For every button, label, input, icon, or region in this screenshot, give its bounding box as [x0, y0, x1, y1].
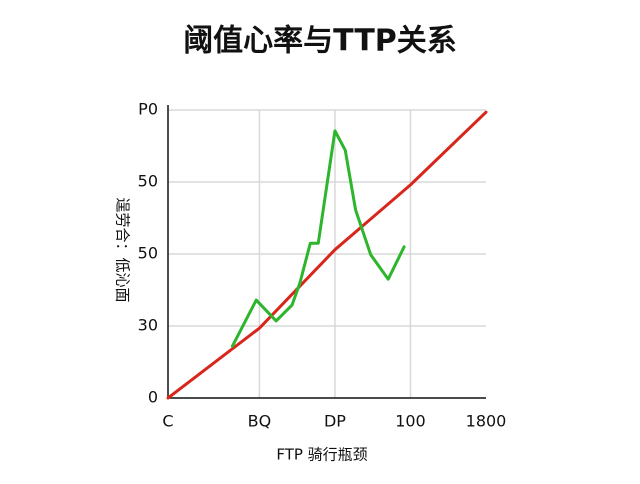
y-tick-label: P0	[138, 100, 158, 119]
y-tick-label: 50	[138, 244, 158, 263]
data-line	[230, 129, 406, 348]
x-tick-label: DP	[324, 412, 346, 431]
x-axis-label: FTP 骑行瓶颈	[276, 446, 367, 464]
x-tick-label: 1800	[466, 412, 507, 431]
y-tick-label: 0	[148, 388, 158, 407]
y-tick-label: 50	[138, 172, 158, 191]
y-tick-label: 30	[138, 316, 158, 335]
data-line	[166, 110, 488, 400]
x-tick-label: BQ	[248, 412, 272, 431]
x-tick-label: 100	[395, 412, 426, 431]
x-tick-label: C	[162, 412, 173, 431]
chart-title: 阈值心率与TTP关系	[183, 24, 457, 59]
y-axis-label: 逞劳合：低沁面	[114, 197, 132, 302]
